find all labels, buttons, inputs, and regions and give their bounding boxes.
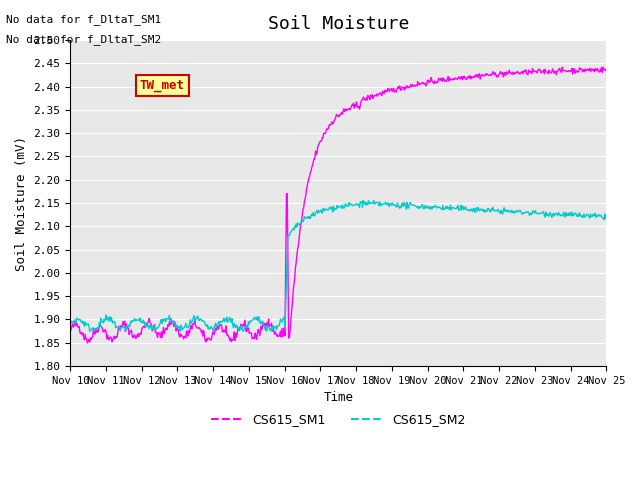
CS615_SM1	[559, 64, 566, 70]
CS615_SM1	[67, 327, 74, 333]
CS615_SM1	[602, 66, 610, 72]
CS615_SM1	[76, 330, 84, 336]
CS615_SM2	[360, 197, 367, 203]
CS615_SM2	[76, 316, 84, 322]
CS615_SM1	[420, 81, 428, 87]
X-axis label: Time: Time	[323, 391, 353, 404]
CS615_SM2	[186, 317, 194, 323]
CS615_SM1	[215, 326, 223, 332]
Y-axis label: Soil Moisture (mV): Soil Moisture (mV)	[15, 135, 28, 271]
Legend: CS615_SM1, CS615_SM2: CS615_SM1, CS615_SM2	[206, 408, 470, 432]
CS615_SM1	[132, 336, 140, 341]
Title: Soil Moisture: Soil Moisture	[268, 15, 409, 33]
CS615_SM2	[405, 205, 413, 211]
CS615_SM1	[186, 325, 194, 331]
CS615_SM2	[67, 321, 74, 327]
Line: CS615_SM2: CS615_SM2	[70, 200, 606, 331]
CS615_SM1	[84, 340, 92, 346]
CS615_SM2	[602, 215, 610, 220]
Text: No data for f_DltaT_SM1: No data for f_DltaT_SM1	[6, 14, 162, 25]
Text: No data for f_DltaT_SM2: No data for f_DltaT_SM2	[6, 34, 162, 45]
CS615_SM2	[132, 316, 140, 322]
CS615_SM2	[86, 328, 93, 334]
CS615_SM2	[215, 319, 223, 324]
Text: TW_met: TW_met	[140, 79, 185, 92]
CS615_SM1	[404, 85, 412, 91]
CS615_SM2	[420, 205, 428, 211]
Line: CS615_SM1: CS615_SM1	[70, 67, 606, 343]
